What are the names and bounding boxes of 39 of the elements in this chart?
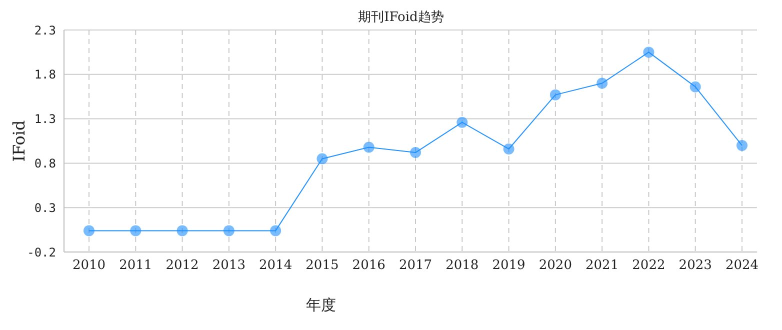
x-tick-label: 2016 — [352, 258, 386, 274]
y-tick-label: -0.2 — [27, 245, 56, 260]
point — [176, 225, 188, 236]
x-tick-label: 2022 — [632, 258, 666, 274]
chart-title: 期刊IFoid趋势 — [358, 10, 444, 25]
x-tick-label: 2019 — [492, 258, 526, 274]
y-axis-title: IFoid — [10, 120, 29, 162]
point — [363, 142, 374, 153]
x-tick-label: 2023 — [678, 258, 712, 274]
x-tick-label: 2018 — [446, 258, 479, 274]
x-tick-label: 2010 — [72, 258, 106, 274]
point — [596, 78, 608, 89]
x-tick-label: 2017 — [398, 258, 432, 274]
x-tick-label: 2021 — [586, 258, 619, 274]
x-axis-title: 年度 — [306, 296, 336, 314]
point — [410, 147, 421, 158]
x-tick-label: 2015 — [306, 258, 339, 274]
x-tick-label: 2011 — [119, 258, 152, 274]
point — [503, 143, 514, 154]
point — [736, 140, 748, 151]
point — [550, 89, 561, 100]
point — [270, 225, 282, 236]
y-tick-label: 2.3 — [34, 23, 56, 38]
point — [690, 81, 701, 92]
x-tick-label: 2012 — [166, 258, 199, 274]
y-tick-label: 0.8 — [34, 156, 56, 170]
point — [456, 116, 468, 128]
x-tick-label: 2020 — [538, 258, 572, 274]
point — [316, 153, 328, 164]
y-tick-label: 1.3 — [34, 112, 56, 126]
point — [223, 225, 234, 236]
y-tick-label: 0.3 — [34, 200, 56, 215]
x-tick-label: 2014 — [259, 258, 292, 274]
point — [84, 225, 94, 236]
point — [130, 225, 142, 236]
x-tick-label: 2024 — [725, 258, 759, 274]
x-tick-label: 2013 — [212, 258, 246, 274]
y-tick-label: 1.8 — [34, 68, 56, 82]
point — [643, 46, 654, 58]
